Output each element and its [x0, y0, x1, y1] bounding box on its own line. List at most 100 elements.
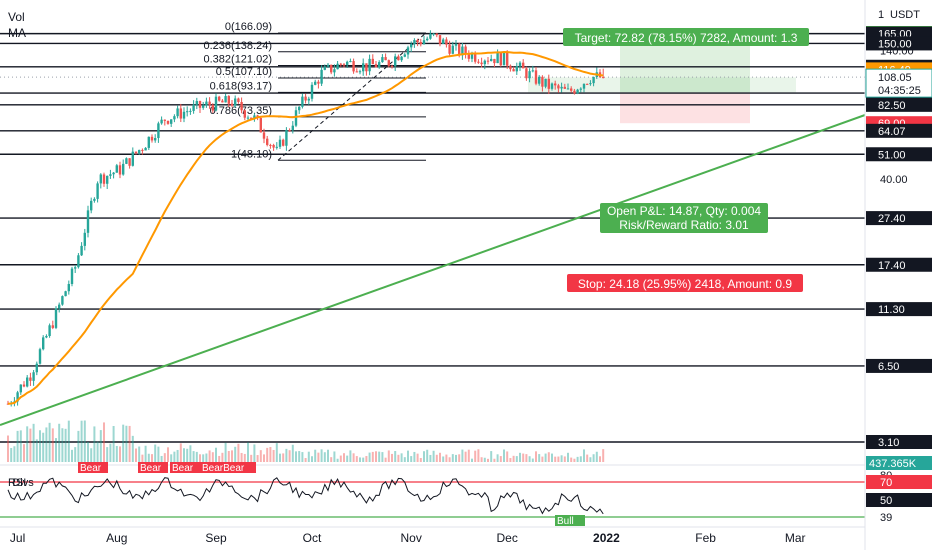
candle-body — [80, 245, 83, 256]
volume-bar — [173, 451, 176, 462]
volume-bar — [403, 457, 406, 462]
candle-body — [454, 44, 458, 46]
candle-body — [282, 139, 285, 146]
volume-bar — [128, 425, 131, 462]
divergence-label: Bull — [557, 516, 574, 527]
price-line-tag-box[interactable] — [866, 147, 932, 162]
candle-body — [301, 96, 304, 107]
volume-bar — [413, 451, 416, 462]
volume-bar — [442, 456, 445, 462]
price-line-tag: 3.10 — [878, 437, 899, 449]
candle-body — [374, 64, 378, 68]
volume-bar — [375, 451, 377, 462]
volume-bar — [455, 454, 457, 462]
time-axis[interactable]: Jul Aug Sep Oct Nov Dec 2022 Feb Mar — [0, 526, 865, 545]
volume-bar — [83, 420, 86, 462]
volume-bar — [215, 447, 217, 462]
price-line-tag-box[interactable] — [866, 123, 932, 138]
volume-bar — [253, 444, 256, 462]
volume-bar — [272, 449, 275, 462]
pnl-label: Open P&L: 14.87, Qty: 0.004 — [607, 204, 761, 218]
candle-body — [48, 325, 51, 336]
rsi-level-box — [866, 493, 932, 507]
volume-bar — [80, 420, 83, 462]
fib-level-label: 0.382(121.02) — [204, 53, 273, 65]
candle-body — [67, 283, 70, 292]
volume-bar — [247, 442, 249, 462]
fib-trend-line[interactable] — [277, 32, 427, 161]
volume-bar — [541, 456, 544, 462]
candle-body — [99, 174, 102, 184]
price-line-tag-box[interactable] — [866, 302, 932, 317]
volume-bar — [573, 458, 576, 462]
currency-label[interactable]: USDT — [890, 9, 920, 21]
candle-body — [208, 101, 211, 106]
candle-body — [438, 35, 442, 44]
volume-bar — [61, 428, 64, 462]
volume-bar — [451, 454, 454, 462]
vol-legend[interactable]: Vol — [8, 10, 25, 24]
volume-bar — [311, 456, 313, 462]
candle-body — [16, 392, 19, 402]
volume-tag: 437.365K — [869, 458, 917, 470]
volume-bar — [576, 456, 579, 462]
rsi-legend[interactable]: RSIDivs — [8, 477, 34, 489]
candle-body — [22, 384, 26, 387]
volume-bar — [503, 449, 505, 462]
volume-bar — [314, 449, 317, 462]
candle-body — [275, 146, 278, 148]
candle-body — [90, 200, 93, 211]
candle-body — [320, 69, 323, 84]
volume-bar — [509, 458, 512, 462]
price-line-tag-box[interactable] — [866, 435, 932, 449]
candle-body — [205, 101, 208, 106]
volume-bar — [218, 455, 221, 462]
candle-body — [579, 88, 582, 90]
price-line-tag-box[interactable] — [866, 36, 932, 51]
candle-body — [173, 116, 176, 120]
time-tick: 2022 — [593, 531, 620, 545]
volume-bar — [138, 446, 141, 462]
volume-bar — [570, 457, 573, 462]
volume-bar — [74, 447, 77, 462]
volume-bar — [243, 453, 246, 462]
volume-bar — [71, 449, 73, 462]
candle-body — [26, 377, 29, 387]
volume-bar — [29, 428, 32, 462]
volume-bar — [439, 452, 441, 462]
volume-bar — [237, 443, 240, 462]
candle-body — [499, 52, 502, 66]
volume-bar — [538, 454, 541, 462]
candle-body — [413, 40, 416, 44]
volume-bar — [346, 455, 349, 462]
volume-bar — [259, 450, 262, 462]
countdown-label: 04:35:25 — [878, 85, 921, 97]
volume-bar — [551, 453, 553, 462]
candle-body — [154, 138, 157, 141]
price-line-tag-box[interactable] — [866, 257, 932, 272]
price-line-tag-box[interactable] — [866, 358, 932, 373]
volume-bar — [167, 447, 169, 462]
candle-body — [83, 232, 86, 246]
candle-body — [70, 268, 74, 284]
price-line-tag-box[interactable] — [866, 211, 932, 226]
indicator-overlays — [0, 50, 866, 426]
candle-body — [118, 165, 122, 175]
candle-body — [221, 100, 224, 103]
candle-body — [525, 68, 528, 79]
price-line-tag-box[interactable] — [866, 97, 932, 112]
candle-body — [365, 63, 368, 72]
candle-body — [147, 136, 150, 148]
candle-body — [368, 58, 371, 72]
volume-bar — [343, 453, 345, 462]
candle-body — [442, 39, 445, 44]
volume-bar — [365, 456, 368, 462]
volume-bar — [317, 452, 320, 462]
candle-body — [464, 46, 467, 55]
candle-body — [266, 138, 269, 145]
price-axis[interactable]: 1USDT160.00140.0040.00166.00165.00150.00… — [864, 0, 932, 550]
ma-legend[interactable]: MA — [8, 26, 26, 40]
fib-retracement[interactable]: 0(166.09) 0.236(138.24)0.382(121.02)0.5(1… — [204, 21, 427, 161]
candle-body — [186, 111, 189, 113]
